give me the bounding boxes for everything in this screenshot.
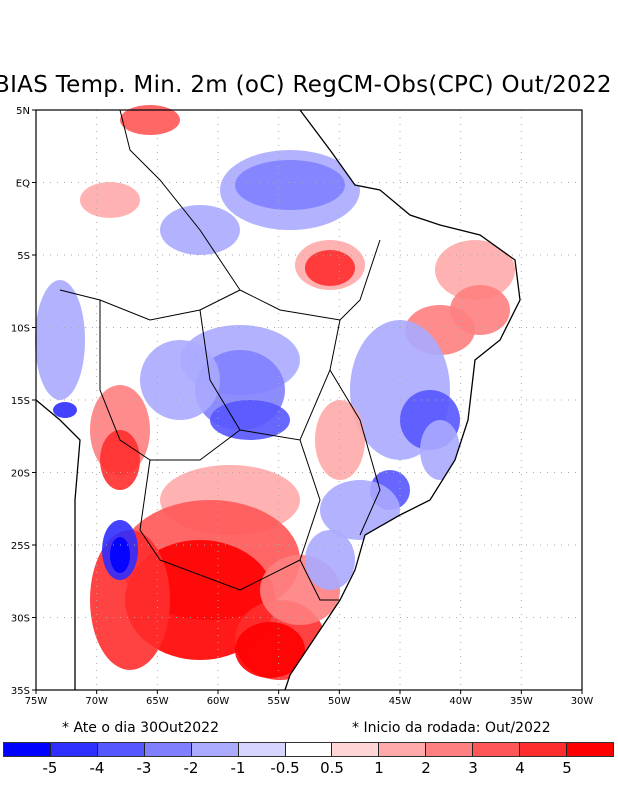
coastline-west [35,399,81,690]
lat-tick-label: 35S [11,686,30,697]
colorbar-label: -0.5 [270,759,300,777]
lat-tick-label: EQ [16,179,30,190]
border [329,369,381,536]
bias-region [320,480,400,540]
bias-region [305,530,355,590]
colorbar-swatch [285,743,333,756]
bias-region [235,160,345,210]
bias-region [420,420,460,480]
colorbar-label: 2 [421,759,431,777]
colorbar-swatch [520,743,568,756]
bias-region [53,402,77,418]
colorbar-label: -2 [183,759,199,777]
lon-tick-label: 75W [25,696,48,707]
border [139,439,321,591]
border [199,309,341,441]
lat-tick-label: 5N [16,106,30,117]
colorbar-label: -1 [230,759,246,777]
colorbar-swatch [4,743,51,756]
chart-title: BIAS Temp. Min. 2m (oC) RegCM-Obs(CPC) O… [0,72,612,98]
border [299,559,340,601]
lat-tick-label: 30S [11,614,30,625]
note-run-start: * Inicio da rodada: Out/2022 [352,720,551,736]
lon-tick-label: 70W [85,696,108,707]
bias-region [120,105,180,135]
colorbar-label: -4 [89,759,105,777]
lat-tick-label: 15S [11,396,30,407]
lon-tick-label: 60W [207,696,230,707]
colorbar-swatch [191,743,239,756]
lat-tick-label: 25S [11,541,30,552]
lat-tick-label: 10S [11,324,30,335]
colorbar-swatch [379,743,427,756]
bias-region [35,280,85,400]
lon-tick-label: 50W [328,696,351,707]
lon-tick-label: 40W [449,696,472,707]
bias-region [140,340,220,420]
colorbar-swatch [332,743,380,756]
lon-tick-label: 35W [510,696,533,707]
colorbar-label: 5 [562,759,572,777]
colorbar-swatch [473,743,521,756]
colorbar-swatch [144,743,192,756]
colorbar-label: 3 [468,759,478,777]
colorbar-label: 1 [374,759,384,777]
lon-tick-label: 55W [267,696,290,707]
ocean-mask [285,110,582,690]
colorbar-swatch [426,743,474,756]
bias-region [235,622,305,678]
lon-tick-label: 45W [389,696,412,707]
colorbar-label: -3 [136,759,152,777]
bias-region [305,250,355,286]
bias-region [435,240,515,300]
lon-tick-label: 65W [146,696,169,707]
note-end-date: * Ate o dia 30Out2022 [62,720,219,736]
bias-region [315,400,365,480]
colorbar-label: -5 [42,759,58,777]
bias-region [100,430,140,490]
coastline [284,109,521,691]
colorbar-swatch [238,743,286,756]
colorbar-swatch [50,743,98,756]
colorbar-swatch [567,743,613,756]
colorbar-label: 4 [515,759,525,777]
bias-region [80,182,140,218]
colorbar-swatch [97,743,145,756]
colorbar [3,742,614,757]
bias-region [210,400,290,440]
lon-tick-label: 30W [571,696,594,707]
lat-tick-label: 5S [17,251,30,262]
border [99,300,241,461]
colorbar-label: 0.5 [320,759,344,777]
bias-region [110,537,130,573]
lat-tick-label: 20S [11,469,30,480]
